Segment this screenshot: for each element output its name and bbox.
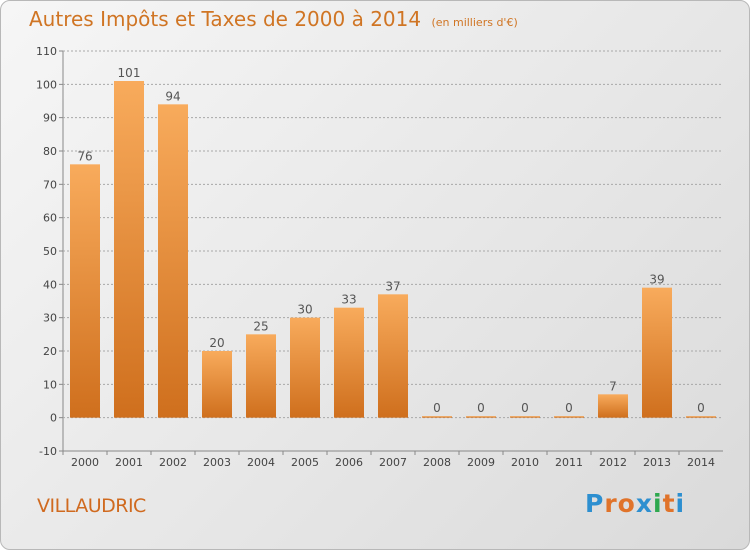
chart-unit: (en milliers d'€)	[431, 16, 518, 29]
y-tick-label: 100	[36, 78, 57, 91]
bar-2012	[598, 394, 628, 418]
x-tick-label-2012: 2012	[599, 456, 627, 469]
bar-2002	[158, 104, 188, 418]
commune-name: VILLAUDRIC	[37, 495, 146, 517]
logo-letter: r	[604, 489, 618, 518]
bar-2001	[114, 81, 144, 418]
value-label-2001: 101	[118, 66, 141, 80]
bar-2009	[466, 416, 496, 418]
value-label-2013: 39	[649, 273, 664, 287]
bar-2011	[554, 416, 584, 418]
x-tick-label-2000: 2000	[71, 456, 99, 469]
bar-2013	[642, 287, 672, 418]
y-tick-label: 20	[43, 345, 57, 358]
value-label-2002: 94	[165, 89, 180, 103]
y-tick-label: 30	[43, 312, 57, 325]
bar-2003	[202, 351, 232, 418]
y-tick-label: 90	[43, 112, 57, 125]
y-tick-label: 40	[43, 278, 57, 291]
bar-2000	[70, 164, 100, 418]
x-tick-label-2002: 2002	[159, 456, 187, 469]
value-label-2000: 76	[77, 149, 92, 163]
logo-letter: t	[662, 489, 676, 518]
value-label-2004: 25	[253, 319, 268, 333]
y-tick-label: 50	[43, 245, 57, 258]
x-tick-label-2009: 2009	[467, 456, 495, 469]
x-tick-label-2011: 2011	[555, 456, 583, 469]
bar-2006	[334, 307, 364, 418]
logo-letter: o	[617, 489, 636, 518]
x-tick-label-2013: 2013	[643, 456, 671, 469]
x-tick-label-2003: 2003	[203, 456, 231, 469]
bar-2007	[378, 294, 408, 418]
logo-letter: i	[675, 489, 686, 518]
logo-letter: x	[635, 489, 653, 518]
y-tick-label: 70	[43, 178, 57, 191]
value-label-2003: 20	[209, 336, 224, 350]
x-tick-label-2001: 2001	[115, 456, 143, 469]
value-label-2008: 0	[433, 401, 441, 415]
value-label-2007: 37	[385, 279, 400, 293]
logo-letter: i	[653, 489, 663, 518]
x-tick-label-2010: 2010	[511, 456, 539, 469]
value-label-2012: 7	[609, 379, 617, 393]
x-tick-label-2007: 2007	[379, 456, 407, 469]
bar-2008	[422, 416, 452, 418]
chart-title-text: Autres Impôts et Taxes de 2000 à 2014	[29, 7, 422, 31]
chart-title: Autres Impôts et Taxes de 2000 à 2014 (e…	[29, 7, 518, 31]
bar-2014	[686, 416, 716, 418]
x-tick-label-2006: 2006	[335, 456, 363, 469]
value-label-2009: 0	[477, 401, 485, 415]
x-tick-label-2004: 2004	[247, 456, 275, 469]
y-tick-label: 80	[43, 145, 57, 158]
y-tick-label: 60	[43, 212, 57, 225]
value-label-2006: 33	[341, 293, 356, 307]
bar-2010	[510, 416, 540, 418]
proxiti-logo[interactable]: Proxiti	[585, 489, 685, 518]
x-tick-label-2014: 2014	[687, 456, 715, 469]
value-label-2011: 0	[565, 401, 573, 415]
y-tick-label: -10	[39, 445, 57, 458]
x-tick-label-2008: 2008	[423, 456, 451, 469]
y-tick-label: 110	[36, 45, 57, 58]
y-tick-label: 0	[50, 412, 57, 425]
logo-letter: P	[585, 489, 605, 518]
value-label-2010: 0	[521, 401, 529, 415]
value-label-2005: 30	[297, 303, 312, 317]
x-tick-label-2005: 2005	[291, 456, 319, 469]
value-label-2014: 0	[697, 401, 705, 415]
y-tick-label: 10	[43, 378, 57, 391]
bar-2004	[246, 334, 276, 418]
bar-2005	[290, 317, 320, 418]
